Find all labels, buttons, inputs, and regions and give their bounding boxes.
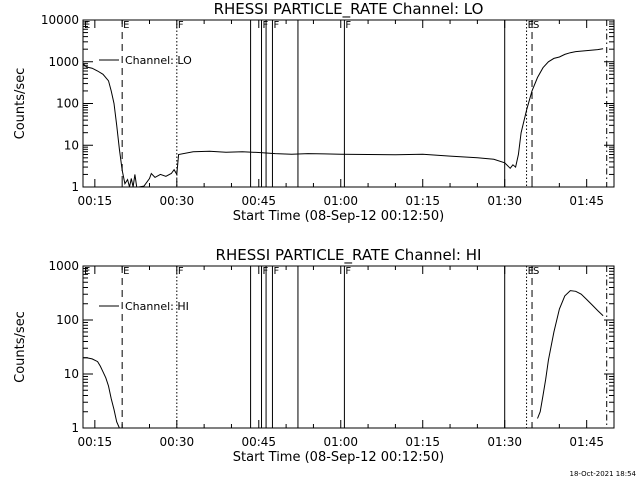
y-tick-label: 1000 (48, 55, 79, 69)
y-tick-label: 10 (64, 138, 79, 152)
series-line-channel-lo (82, 48, 604, 188)
event-flag-label: E (528, 20, 534, 31)
x-tick-label: 01:30 (487, 194, 522, 208)
event-flag-label: F (273, 20, 279, 31)
event-flag-label: E (84, 20, 90, 31)
chart-title: RHESSI PARTICLE_RATE Channel: LO (214, 0, 484, 19)
x-tick-label: 01:45 (569, 194, 604, 208)
chart-panel-1 (82, 265, 615, 429)
legend-label: Channel: HI (125, 300, 189, 313)
y-axis-title: Counts/sec (13, 68, 28, 140)
legend-label: Channel: LO (125, 54, 192, 67)
x-tick-label: 01:15 (405, 194, 440, 208)
event-flag-label: F (178, 266, 184, 277)
event-flag-label: E (84, 266, 90, 277)
y-tick-label: 1 (71, 421, 79, 435)
footer-timestamp: 18-Oct-2021 18:54 (570, 470, 637, 478)
event-flag-label: F (178, 20, 184, 31)
chart-title: RHESSI PARTICLE_RATE Channel: HI (216, 246, 482, 265)
x-tick-label: 00:30 (160, 194, 195, 208)
event-flag-label: E (123, 266, 129, 277)
plot-frame (82, 19, 615, 188)
x-axis-title: Start Time (08-Sep-12 00:12:50) (233, 450, 444, 465)
y-tick-label: 1000 (48, 259, 79, 273)
x-tick-label: 01:00 (323, 435, 358, 449)
event-flag-label: F (263, 20, 269, 31)
y-tick-label: 10000 (41, 13, 79, 27)
y-axis-title: Counts/sec (13, 311, 28, 383)
y-tick-label: 10 (64, 367, 79, 381)
event-flag-label: E (123, 20, 129, 31)
y-tick-label: 1 (71, 180, 79, 194)
series-line-channel-hi (83, 357, 125, 429)
x-tick-label: 00:30 (160, 435, 195, 449)
y-tick-label: 100 (56, 313, 79, 327)
x-tick-label: 00:15 (78, 194, 113, 208)
series-line-segment-1 (537, 290, 604, 419)
x-tick-label: 00:45 (241, 194, 276, 208)
x-tick-label: 00:45 (241, 435, 276, 449)
x-tick-label: 01:30 (487, 435, 522, 449)
event-flag-label: F (345, 20, 351, 31)
event-flag-label: F (263, 266, 269, 277)
chart-panel-0 (82, 19, 615, 188)
event-flag-label: E (528, 266, 534, 277)
x-tick-label: 01:00 (323, 194, 358, 208)
event-flag-label: F (345, 266, 351, 277)
x-axis-title: Start Time (08-Sep-12 00:12:50) (233, 209, 444, 224)
event-flag-label: S (533, 266, 539, 277)
plot-frame (82, 265, 615, 429)
x-tick-label: 01:45 (569, 435, 604, 449)
x-tick-label: 00:15 (78, 435, 113, 449)
x-tick-label: 01:15 (405, 435, 440, 449)
y-tick-label: 100 (56, 97, 79, 111)
event-flag-label: S (533, 20, 539, 31)
event-flag-label: F (273, 266, 279, 277)
